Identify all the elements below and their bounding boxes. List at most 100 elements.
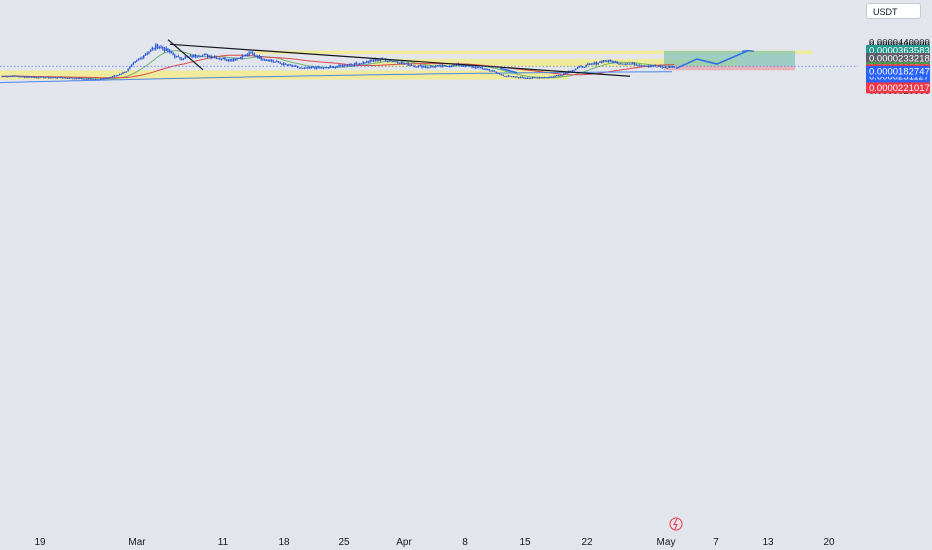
candle-body <box>359 63 361 65</box>
candle-body <box>148 51 150 54</box>
candle-body <box>537 77 539 79</box>
candle-body <box>348 64 351 66</box>
candle-body <box>454 64 456 66</box>
price-tag-label: 0.0000221017 <box>869 83 930 94</box>
x-tick-label: Apr <box>396 537 412 548</box>
price-tag-label: 0.0000231127 <box>869 72 929 83</box>
candle-body <box>419 65 421 67</box>
candle-body <box>99 78 102 80</box>
x-tick-label: Mar <box>128 537 146 548</box>
candle-body <box>137 58 140 60</box>
candle-body <box>281 63 283 66</box>
candle-body <box>467 65 470 67</box>
stop-loss-zone <box>664 65 795 71</box>
candle-body <box>243 55 245 57</box>
candle-body <box>181 58 183 60</box>
price-tag-label: 0.0000182747 <box>869 66 930 77</box>
candle-body <box>201 55 204 57</box>
candle-body <box>232 58 235 61</box>
candle-body <box>84 78 86 80</box>
candle-body <box>410 64 413 66</box>
candle-body <box>321 67 323 69</box>
candle-body <box>144 54 147 56</box>
candle-body <box>229 59 231 61</box>
candle-body <box>239 57 242 59</box>
price-tag <box>866 82 930 94</box>
candle-body <box>3 76 5 78</box>
candle-body <box>80 78 83 80</box>
candle-body <box>372 60 375 62</box>
candle-body <box>511 76 513 78</box>
projection-arrowhead <box>741 49 755 52</box>
candle-body <box>160 47 162 49</box>
candle-body <box>341 65 344 67</box>
candle-body <box>244 54 247 57</box>
currency-selector[interactable]: USDT <box>866 3 921 19</box>
candle-body <box>28 76 31 78</box>
candle-body <box>429 66 432 68</box>
candle-body <box>521 76 523 78</box>
candle-body <box>172 53 174 55</box>
candle-body <box>365 61 368 64</box>
x-tick-label: 13 <box>762 537 774 548</box>
candle-body <box>590 63 593 65</box>
candle-body <box>51 77 53 79</box>
candle-body <box>314 67 316 69</box>
candle-body <box>98 79 100 81</box>
candle-body <box>483 69 485 71</box>
candle-body <box>445 65 447 67</box>
candle-body <box>222 57 224 60</box>
candle-body <box>75 77 78 79</box>
candle-body <box>143 55 145 59</box>
price-tag-label: 0.0000233218 <box>869 53 930 64</box>
candle-body <box>312 66 314 68</box>
candle-body <box>659 65 662 67</box>
candle-body <box>492 70 494 72</box>
candle-body <box>295 65 297 67</box>
candle-body <box>530 78 532 80</box>
candle-body <box>474 67 477 69</box>
candle-body <box>134 61 136 63</box>
candle-body <box>158 47 160 49</box>
plot-area[interactable] <box>0 0 858 534</box>
candle-body <box>63 77 65 79</box>
candle-body <box>635 64 637 66</box>
candle-body <box>6 76 8 78</box>
candle-body <box>130 64 133 67</box>
candle-body <box>542 77 544 79</box>
candle-body <box>122 72 124 74</box>
candle-body <box>91 78 93 80</box>
trendline-descending <box>169 43 631 77</box>
candle-body <box>58 76 60 78</box>
candle-body <box>592 63 594 65</box>
candle-body <box>575 68 577 70</box>
candle-body <box>374 58 376 61</box>
candle-body <box>248 52 250 56</box>
candle-body <box>519 76 522 78</box>
candle-body <box>369 59 371 63</box>
candle-body <box>35 77 38 79</box>
candle-body <box>106 77 109 79</box>
candle-body <box>556 75 558 77</box>
candle-body <box>505 76 508 78</box>
moving-average-medium <box>2 54 675 79</box>
candle-body <box>168 51 171 53</box>
candle-body <box>136 59 138 62</box>
candle-body <box>22 76 24 78</box>
candle-body <box>87 78 90 80</box>
candle-body <box>391 61 394 63</box>
candle-body <box>198 56 200 58</box>
candle-body <box>15 75 17 77</box>
candle-body <box>120 73 122 75</box>
candle-body <box>485 69 487 71</box>
candle-body <box>637 64 639 66</box>
candle-body <box>25 76 27 78</box>
candle-body <box>336 66 338 68</box>
candle-body <box>322 67 325 69</box>
candle-body <box>303 67 306 69</box>
candle-body <box>162 47 164 49</box>
candle-body <box>480 67 482 69</box>
candle-body <box>547 77 549 79</box>
candle-body <box>523 77 525 79</box>
